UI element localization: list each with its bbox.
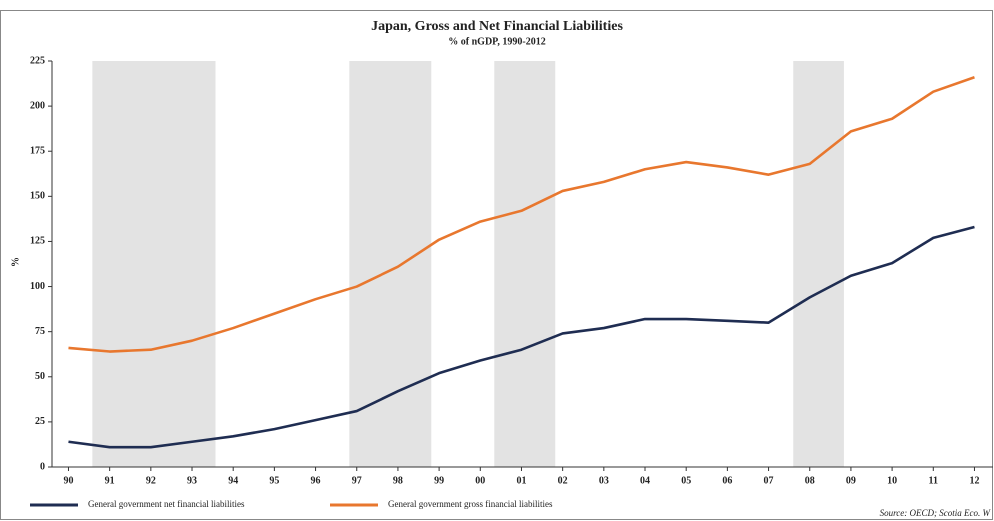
x-tick-label: 09 bbox=[846, 475, 856, 486]
y-tick-label: 75 bbox=[35, 326, 45, 337]
x-tick-label: 01 bbox=[516, 475, 526, 486]
x-tick-label: 98 bbox=[393, 475, 403, 486]
x-tick-label: 95 bbox=[269, 475, 279, 486]
chart-subtitle: % of nGDP, 1990-2012 bbox=[448, 36, 545, 47]
frame bbox=[0, 10, 993, 520]
x-tick-label: 04 bbox=[640, 475, 650, 486]
x-tick-label: 08 bbox=[805, 475, 815, 486]
x-tick-label: 97 bbox=[352, 475, 362, 486]
shaded-period bbox=[92, 61, 216, 467]
x-tick-label: 91 bbox=[105, 475, 115, 486]
y-tick-label: 200 bbox=[30, 100, 45, 111]
x-tick-label: 92 bbox=[146, 475, 156, 486]
x-tick-label: 93 bbox=[187, 475, 197, 486]
y-tick-label: 100 bbox=[30, 281, 45, 292]
shaded-period bbox=[494, 61, 556, 467]
x-tick-label: 02 bbox=[558, 475, 568, 486]
x-tick-label: 00 bbox=[475, 475, 485, 486]
y-tick-label: 175 bbox=[30, 146, 45, 157]
x-tick-label: 06 bbox=[722, 475, 732, 486]
legend-label: General government net financial liabili… bbox=[88, 499, 245, 509]
x-tick-label: 07 bbox=[764, 475, 774, 486]
x-tick-label: 96 bbox=[311, 475, 321, 486]
source: Source: OECD; Scotia Eco. W bbox=[880, 508, 992, 518]
x-tick-label: 99 bbox=[434, 475, 444, 486]
x-tick-label: 10 bbox=[887, 475, 897, 486]
shaded-period bbox=[349, 61, 432, 467]
y-tick-label: 0 bbox=[40, 461, 45, 472]
chart-title: Japan, Gross and Net Financial Liabiliti… bbox=[371, 19, 623, 34]
x-tick-label: 05 bbox=[681, 475, 691, 486]
series-line bbox=[68, 76, 975, 353]
y-tick-label: 150 bbox=[30, 191, 45, 202]
shaded-period bbox=[793, 61, 844, 467]
x-tick-label: 11 bbox=[929, 475, 938, 486]
y-tick-label: 25 bbox=[35, 416, 45, 427]
series-line bbox=[68, 225, 975, 449]
legend-label: General government gross financial liabi… bbox=[388, 499, 553, 509]
x-tick-label: 90 bbox=[63, 475, 73, 486]
x-tick-label: 12 bbox=[969, 475, 979, 486]
y-axis-label: % bbox=[10, 257, 21, 267]
y-tick-label: 50 bbox=[35, 371, 45, 382]
x-tick-label: 94 bbox=[228, 475, 238, 486]
y-tick-label: 125 bbox=[30, 236, 45, 247]
y-tick-label: 225 bbox=[30, 55, 45, 66]
x-tick-label: 03 bbox=[599, 475, 609, 486]
